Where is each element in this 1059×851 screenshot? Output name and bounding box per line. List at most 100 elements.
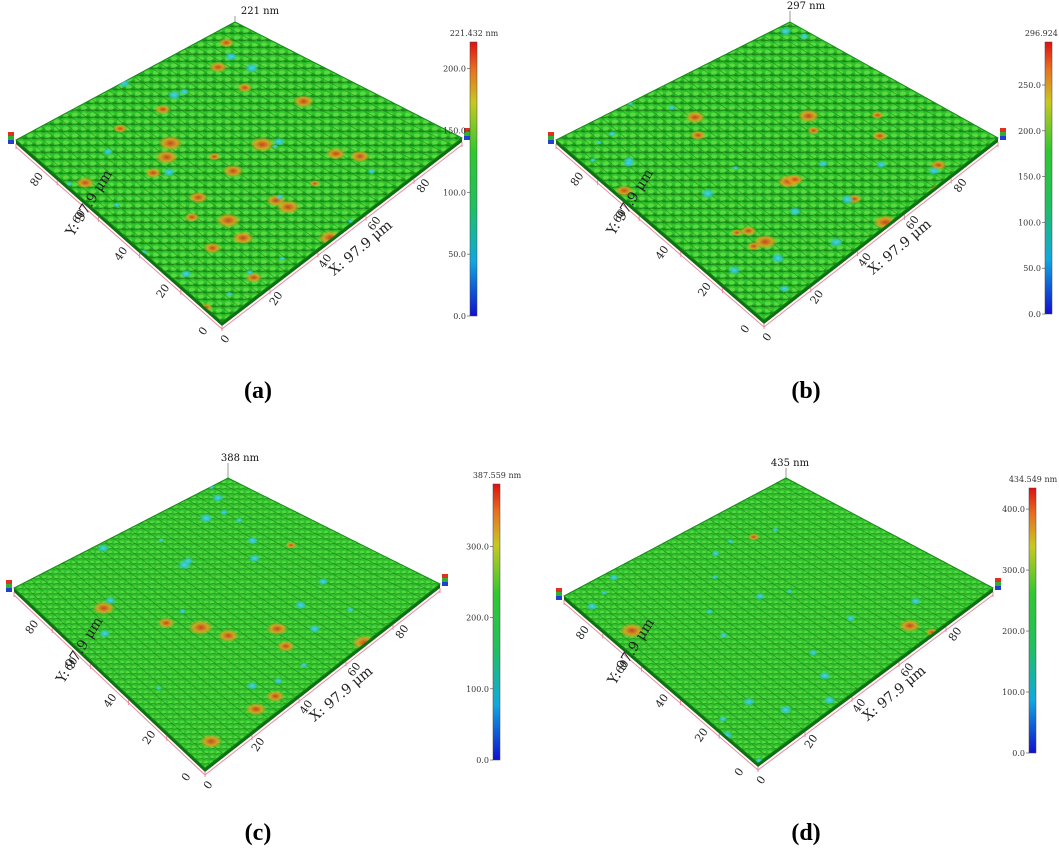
x-tick-label: 0 <box>201 779 216 792</box>
surface-ridge <box>657 545 858 690</box>
surface-ridge <box>762 35 972 160</box>
surface-peak <box>266 622 289 636</box>
surface-ridge <box>753 39 963 167</box>
y-axis-line <box>555 146 765 328</box>
surface-ridge <box>768 486 976 602</box>
surface-ridge <box>186 498 395 620</box>
surface-peak <box>614 185 634 197</box>
y-axis-line <box>13 594 206 776</box>
surface-ridge <box>589 582 786 744</box>
surface-valley <box>823 695 836 705</box>
surface-valley <box>779 285 790 293</box>
surface-valley <box>788 207 802 216</box>
surface-ridge <box>691 527 894 663</box>
colorbar-tick-label: 200.0 <box>1018 127 1041 136</box>
surface-ridge <box>654 89 864 244</box>
surface-peak <box>292 94 315 108</box>
surface-valley <box>212 493 224 502</box>
surface-ridge <box>600 117 810 286</box>
colorbar-tick-label: 200.0 <box>466 614 489 623</box>
surface-valley <box>846 614 856 622</box>
colorbar-tick-label: 0.0 <box>1028 310 1041 319</box>
surface-peak <box>249 137 275 152</box>
colorbar-gradient <box>469 41 478 317</box>
surface-ridge <box>145 520 350 656</box>
x-tick-label: 0 <box>760 331 775 344</box>
surface-ridge <box>640 554 840 703</box>
surface-ridge <box>699 67 909 209</box>
y-tick-label: 0 <box>179 771 194 784</box>
surface-valley <box>840 194 854 205</box>
colorbar-tick-label: 50.0 <box>448 250 466 259</box>
surface-valley <box>927 166 940 176</box>
surface-peak <box>245 702 267 716</box>
axis-grid <box>13 588 441 777</box>
surface-valley <box>608 574 619 581</box>
surface-valley <box>199 513 213 523</box>
surface-valley <box>275 194 284 200</box>
surface-valley <box>779 27 792 36</box>
colorbar-max-label: 296.924 nm <box>1025 29 1059 38</box>
surface-peak <box>158 135 184 151</box>
panel-caption: (c) <box>245 820 272 846</box>
surface-valley <box>178 608 187 614</box>
surface-valley <box>155 685 162 691</box>
x-axis-line <box>763 144 999 328</box>
surface-ridge <box>623 563 822 717</box>
surface-ridge <box>645 94 855 251</box>
surface-valley <box>829 237 843 248</box>
surface-ridge <box>91 98 306 259</box>
surface-valley <box>224 52 238 62</box>
surface-peak <box>276 199 301 215</box>
y-tick-label: 20 <box>695 280 714 299</box>
surface-valley <box>608 131 617 137</box>
peak-height-label: 221 nm <box>241 6 280 17</box>
surface-peak <box>144 167 162 178</box>
surface-ridge <box>771 30 981 153</box>
surface-ridge <box>580 586 777 750</box>
surface-ridge <box>54 566 251 733</box>
surface-valley <box>246 536 259 545</box>
surface-ridge <box>104 541 305 691</box>
surface-ridge <box>38 575 233 748</box>
colorbar: 296.924 nm 250.0 200.0 150.0 100.0 50.0 0.0 <box>1018 29 1059 319</box>
surface-ridge <box>717 514 921 643</box>
surface-valley <box>367 168 376 175</box>
surface-peak <box>157 617 176 629</box>
surface-valley <box>317 577 329 586</box>
y-tick-label: 40 <box>112 244 131 263</box>
surface-valley <box>711 550 720 557</box>
surface-valley <box>667 104 676 111</box>
surface-wall-right <box>205 584 440 772</box>
surface-valley <box>219 509 229 516</box>
surface-valley <box>705 609 714 615</box>
surface-ridge <box>41 126 250 302</box>
surface-ridge <box>609 112 819 279</box>
surface-valley <box>818 671 831 680</box>
colorbar: 434.549 nm 400.0 300.0 200.0 100.0 0.0 <box>1002 475 1057 758</box>
surface-ridge <box>137 524 341 663</box>
surface-peak <box>619 623 645 639</box>
surface-ridge <box>108 89 324 245</box>
surface-valley <box>271 144 279 149</box>
surface-peak <box>188 191 209 204</box>
colorbar-tick-label: 0.0 <box>1012 749 1025 758</box>
surface-wall-left <box>564 596 758 767</box>
y-tick-label: 0 <box>738 323 753 336</box>
orientation-cube-icon <box>442 574 448 586</box>
surface-valley <box>273 137 285 146</box>
axis-grid <box>15 142 463 331</box>
surface-ridge <box>30 579 224 755</box>
surface-ridge <box>133 76 352 224</box>
surface-valley <box>104 596 116 605</box>
surface-valley <box>770 253 785 264</box>
x-tick-label: 0 <box>218 333 233 346</box>
surface-ridge <box>79 553 278 712</box>
colorbar-tick-label: 250.0 <box>1018 81 1041 90</box>
surface-valley <box>157 538 165 543</box>
surface-valley <box>179 88 190 96</box>
surface-ridge <box>83 103 297 266</box>
surface-peak <box>898 619 921 633</box>
surface-ridge <box>632 559 831 710</box>
